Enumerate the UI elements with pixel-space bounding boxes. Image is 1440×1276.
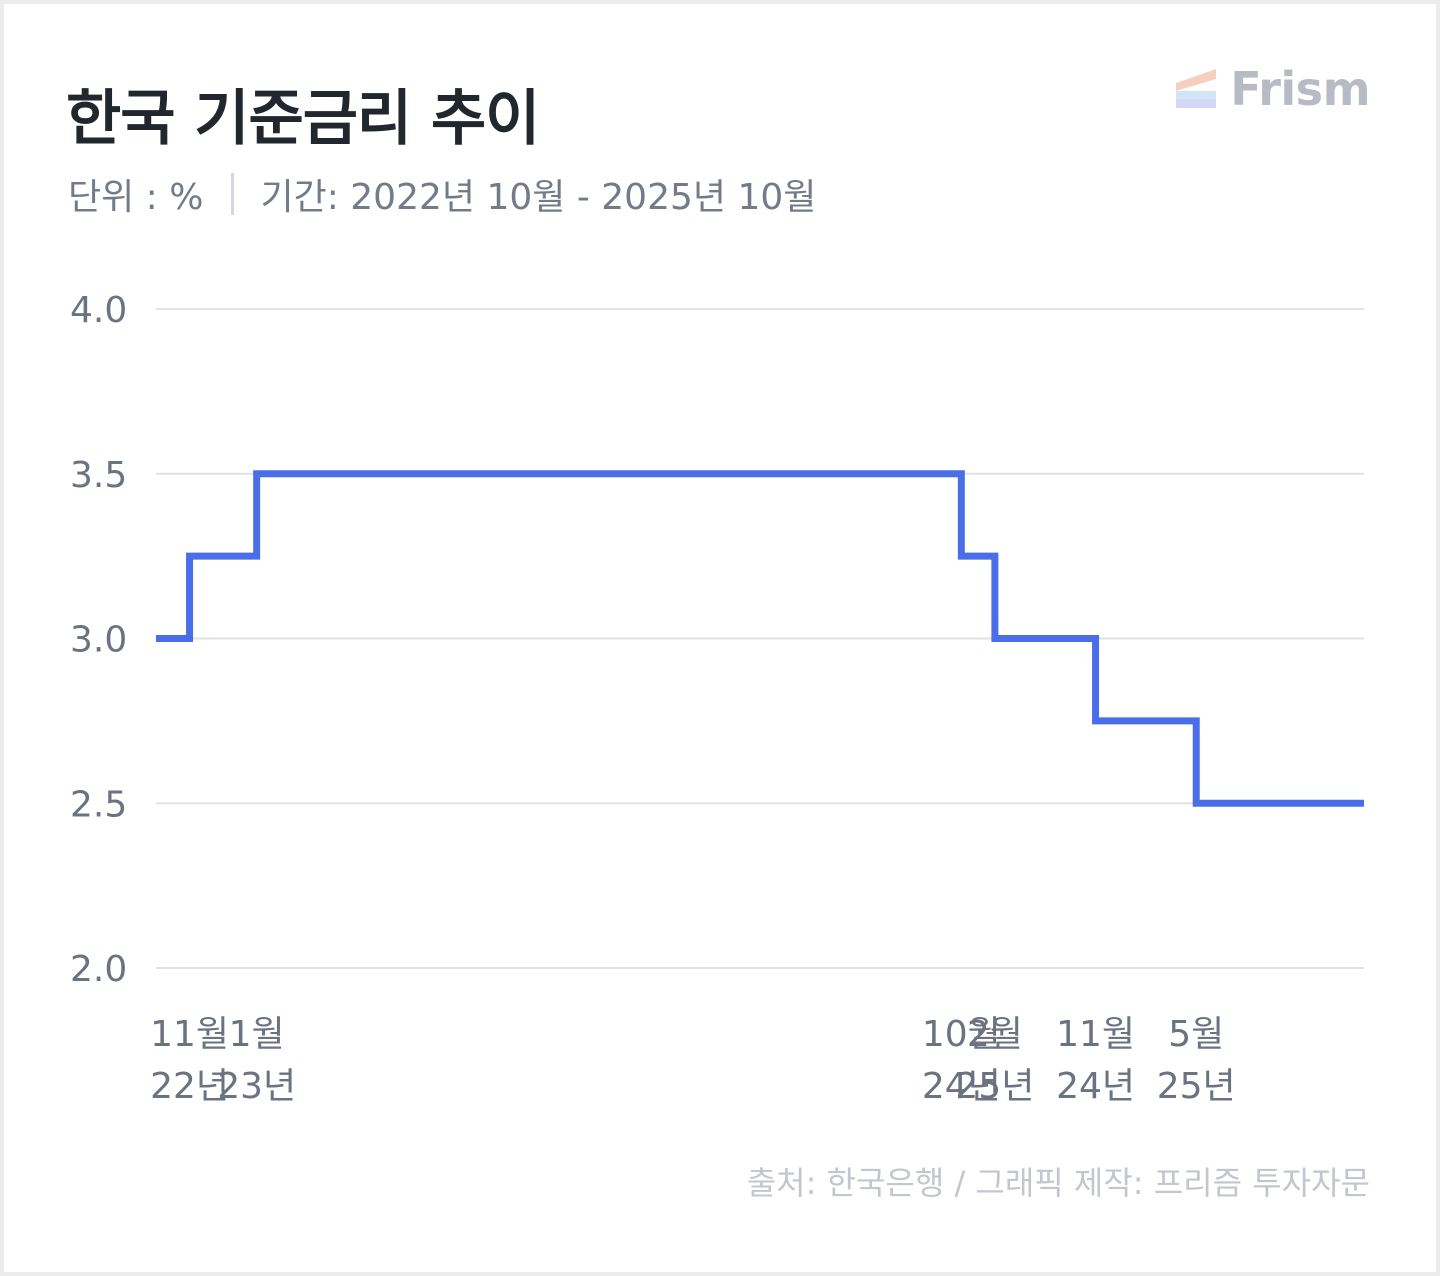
y-tick-label: 2.0 — [70, 949, 127, 990]
x-tick-month-label: 5월 — [1168, 1014, 1224, 1055]
unit-label: 단위 : % — [68, 177, 204, 218]
x-tick-year-label: 25년 — [1157, 1066, 1236, 1107]
frism-stripes-icon — [1176, 69, 1217, 108]
brand-logo: Frism — [1176, 62, 1370, 116]
brand-name: Frism — [1230, 62, 1370, 116]
x-tick-year-label: 24년 — [922, 1066, 1001, 1107]
y-tick-label: 3.5 — [70, 455, 127, 496]
x-tick-month-label: 11월 — [1056, 1014, 1135, 1055]
period-label: 기간: 2022년 10월 - 2025년 10월 — [260, 177, 817, 218]
x-tick-month-label: 11월 — [150, 1014, 229, 1055]
x-tick-month-label: 1월 — [229, 1014, 285, 1055]
chart-title: 한국 기준금리 추이 — [66, 84, 540, 154]
source-note: 출처: 한국은행 / 그래픽 제작: 프리즘 투자자문 — [746, 1164, 1370, 1202]
chart-subtitle: 단위 : % 기간: 2022년 10월 - 2025년 10월 — [68, 170, 816, 218]
x-tick-year-label: 23년 — [217, 1066, 296, 1107]
x-tick-year-label: 22년 — [150, 1066, 229, 1107]
x-tick-month-label: 10월 — [922, 1014, 1001, 1055]
x-tick-month-label: 2월 — [967, 1014, 1023, 1055]
subtitle-divider — [231, 173, 235, 215]
x-tick-year-label: 25년 — [955, 1066, 1034, 1107]
rate-step-line — [156, 470, 1364, 807]
x-tick-year-label: 24년 — [1056, 1066, 1135, 1107]
y-tick-label: 2.5 — [70, 784, 127, 825]
y-tick-label: 3.0 — [70, 620, 127, 661]
y-tick-label: 4.0 — [70, 290, 127, 331]
